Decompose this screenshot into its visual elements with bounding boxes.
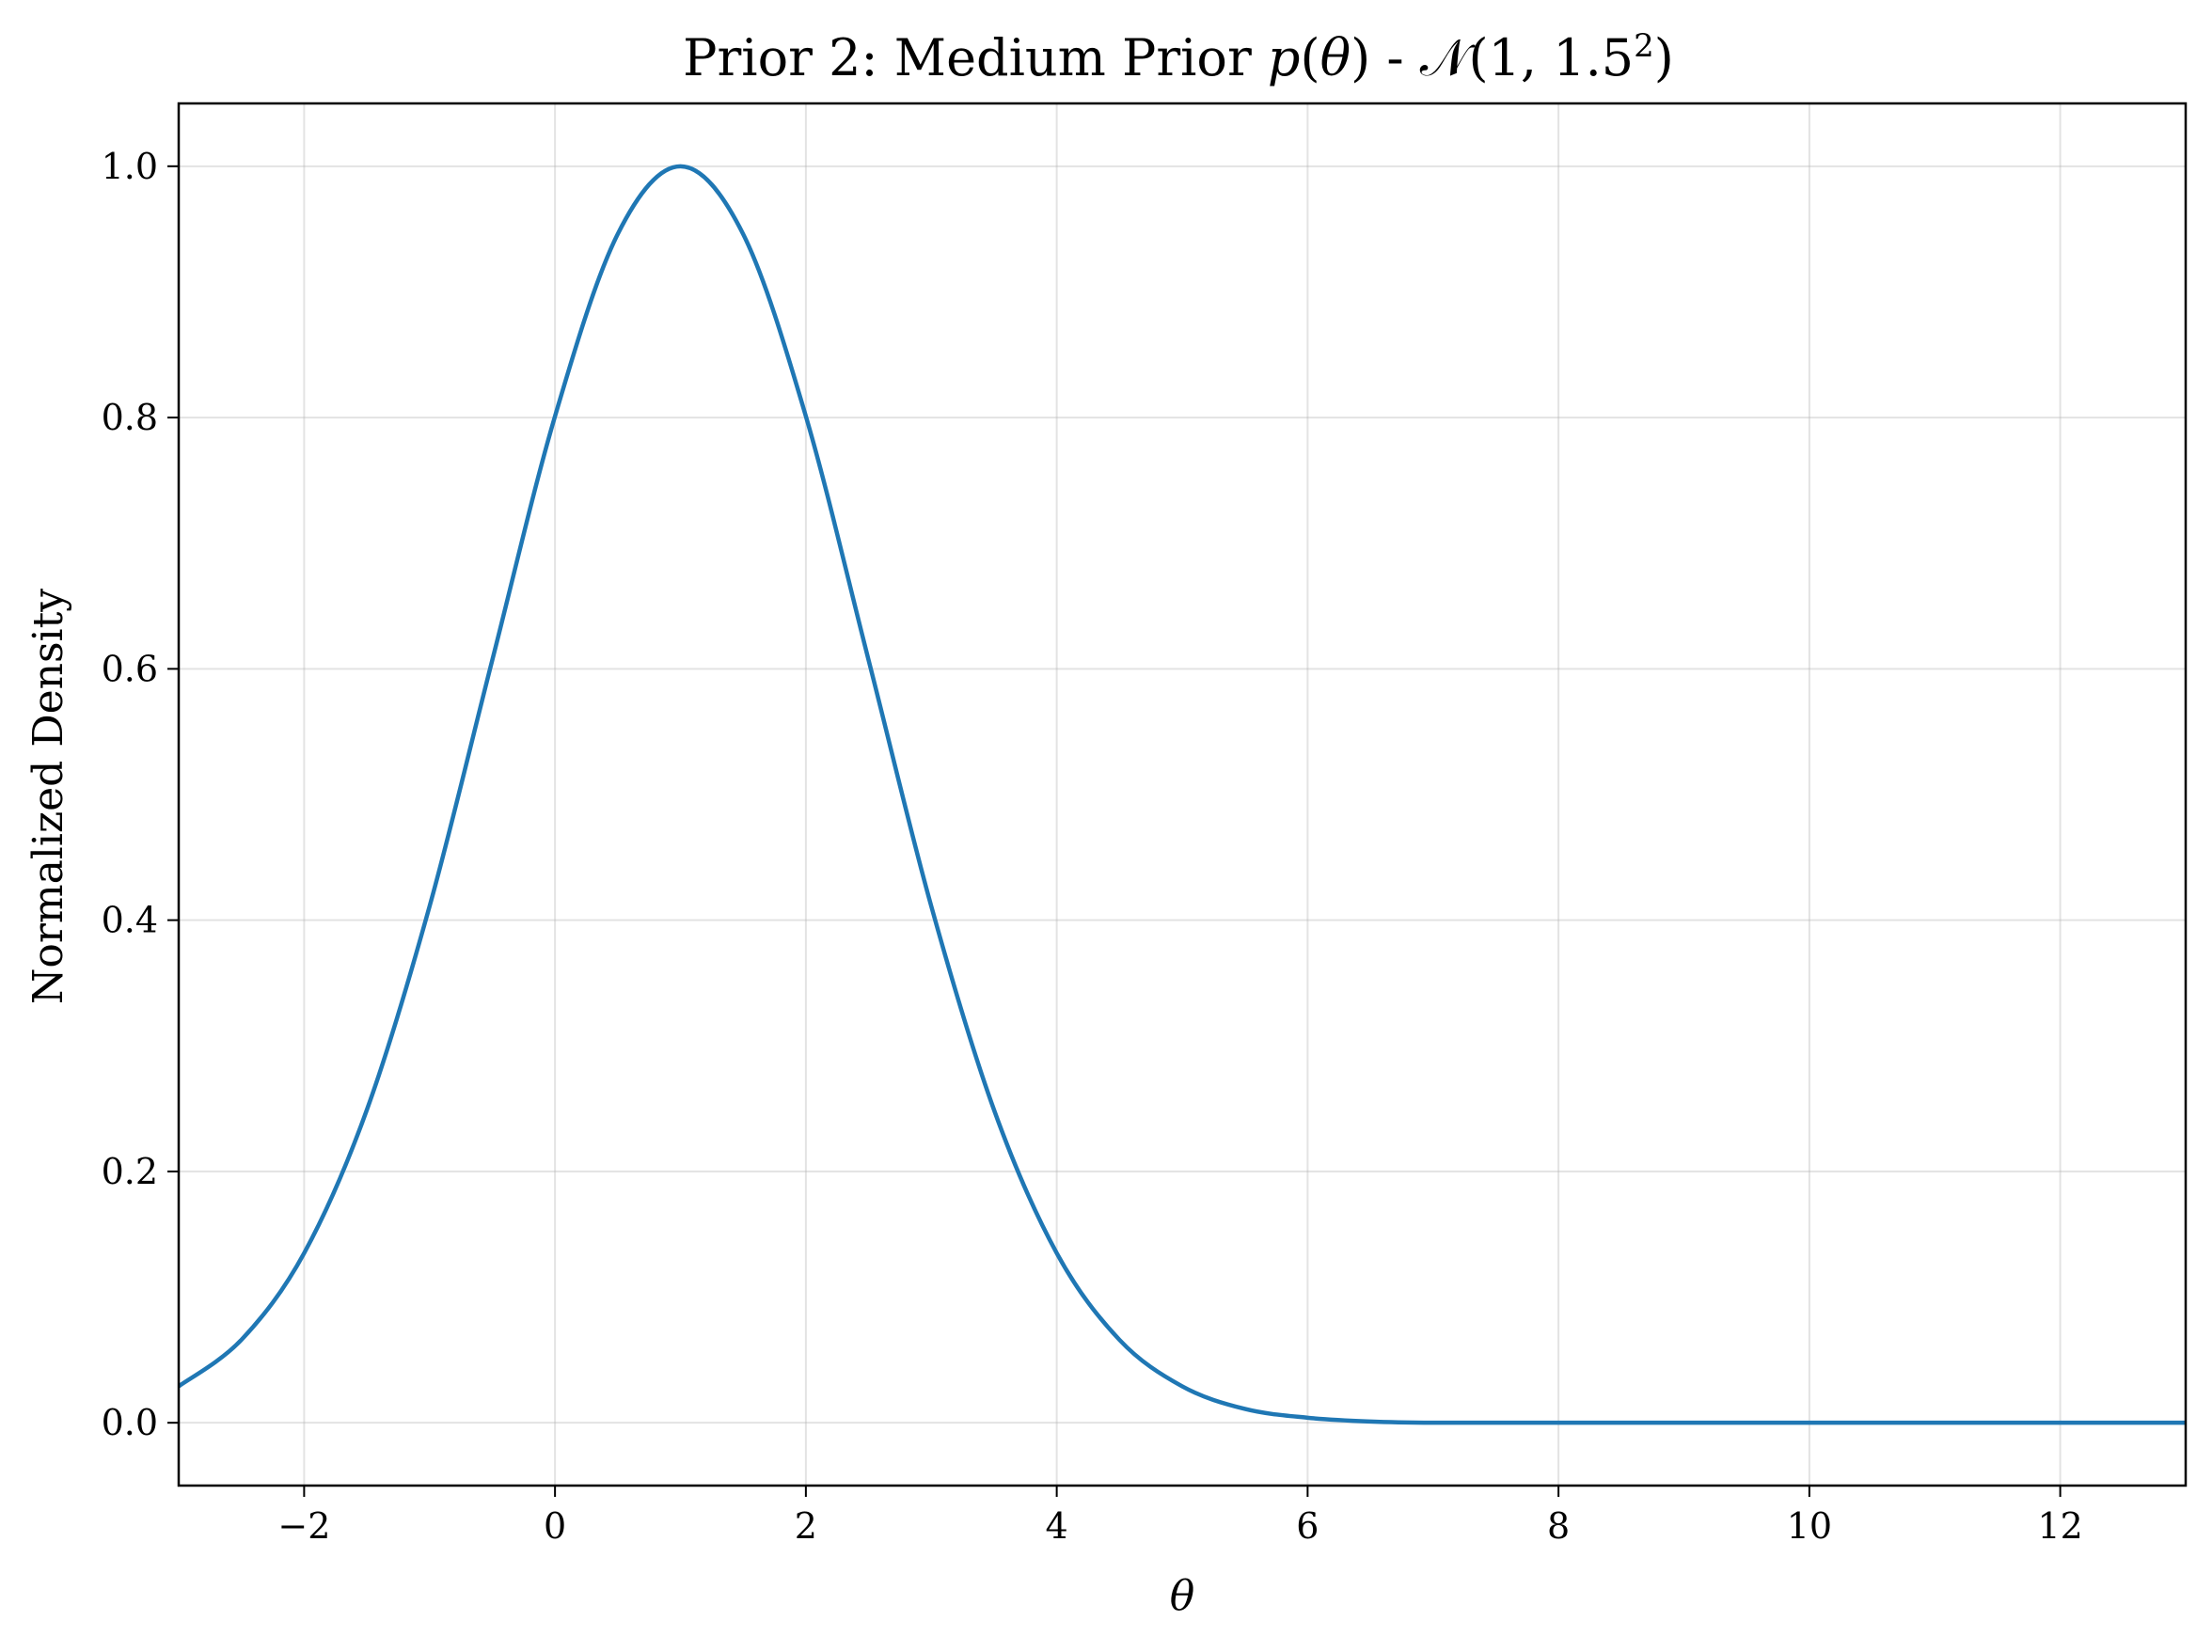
series-layer xyxy=(179,164,2186,1425)
y-tick-label: 0.0 xyxy=(102,1402,158,1443)
x-tick-label: 6 xyxy=(1296,1505,1319,1547)
x-tick-label: 0 xyxy=(544,1505,566,1547)
title-dist-args: (1, 1.5 xyxy=(1468,28,1634,87)
y-tick-label: 1.0 xyxy=(102,146,158,187)
title-theta-symbol: θ xyxy=(1320,28,1351,87)
title-paren-close: ) xyxy=(1351,28,1370,87)
x-tick-label: 2 xyxy=(795,1505,817,1547)
tick-layer: −2 0 2 4 6 8 10 12 0.0 0.2 0.4 0.6 0.8 1.0 xyxy=(102,146,2083,1547)
plot-frame xyxy=(177,102,2188,1487)
x-axis-label: θ xyxy=(1170,1572,1195,1620)
title-dash: - xyxy=(1370,28,1420,87)
title-prefix: Prior 2: Medium Prior xyxy=(683,28,1268,87)
chart-title: Prior 2: Medium Prior p(θ) - 𝒩(1, 1.52) xyxy=(683,27,1674,87)
y-tick-label: 0.4 xyxy=(102,900,158,941)
x-tick-label: 12 xyxy=(2037,1505,2082,1547)
x-tick-label: 10 xyxy=(1787,1505,1832,1547)
x-tick-label: 8 xyxy=(1547,1505,1570,1547)
y-axis-label: Normalized Density xyxy=(24,589,72,1004)
grid-layer xyxy=(179,103,2186,1486)
title-dist-close: ) xyxy=(1654,28,1674,87)
title-p-symbol: p xyxy=(1268,28,1301,87)
density-curve xyxy=(179,164,2186,1425)
title-normal-symbol: 𝒩 xyxy=(1420,28,1476,87)
y-tick-label: 0.8 xyxy=(102,397,158,438)
title-paren-open: ( xyxy=(1301,28,1320,87)
title-exponent: 2 xyxy=(1634,27,1654,65)
y-tick-label: 0.2 xyxy=(102,1151,158,1192)
y-tick-label: 0.6 xyxy=(102,648,158,689)
x-tick-label: 4 xyxy=(1046,1505,1068,1547)
x-tick-label: −2 xyxy=(277,1505,330,1547)
